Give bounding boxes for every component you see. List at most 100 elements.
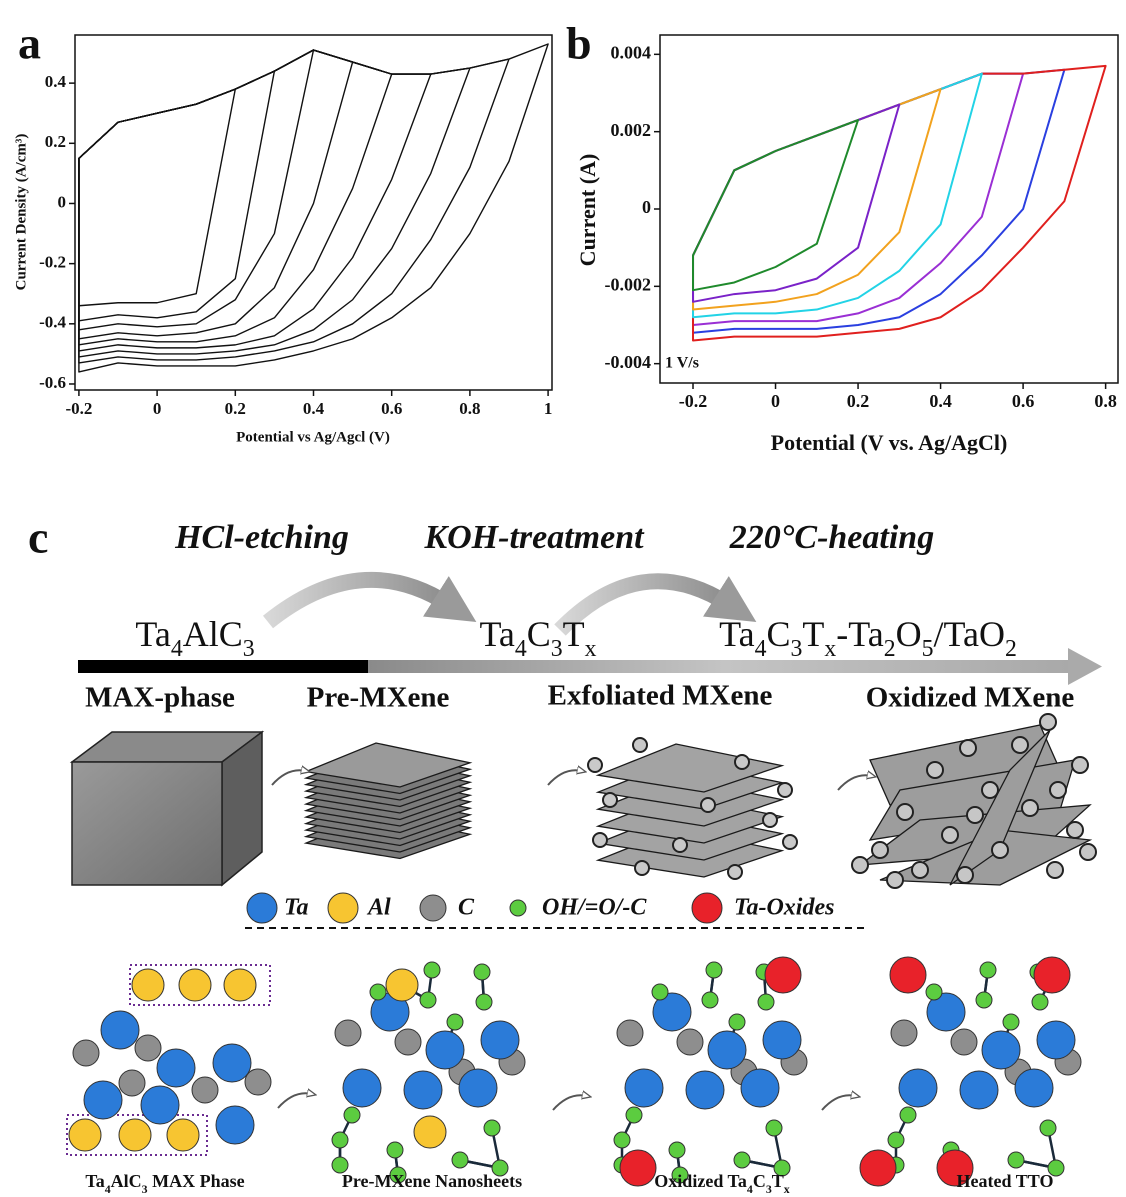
oxide-particle [992, 842, 1008, 858]
atom [625, 1069, 663, 1107]
oxide-particle [982, 782, 998, 798]
atom [899, 1069, 937, 1107]
y-tick-label: -0.004 [605, 352, 652, 372]
x-tick-label: -0.2 [679, 391, 708, 411]
text-run: e [971, 1171, 979, 1191]
text-run: T [563, 614, 585, 654]
x-tick-label: 0.2 [847, 391, 870, 411]
text-run: a [739, 614, 755, 654]
oxide-particle [1050, 782, 1066, 798]
text-run: l [209, 614, 219, 654]
text-run: O [654, 1171, 668, 1191]
atom [900, 1107, 916, 1123]
treatment-label: HCl-etching [174, 519, 349, 556]
text-run: e [501, 1171, 509, 1191]
text-run: - [836, 614, 848, 654]
legend-label: Ta-Oxides [734, 895, 834, 921]
figure: c HCl-etching KOH-treatment 220°C-heatin… [0, 0, 1126, 1197]
text-run: A [111, 1171, 124, 1191]
x-tick-label: 0.6 [1012, 391, 1035, 411]
text-run: T [772, 1171, 784, 1191]
atom [1015, 1069, 1053, 1107]
x-tick-label: 0.8 [1094, 391, 1117, 411]
y-tick-label: -0.2 [39, 253, 66, 272]
text-run: a [448, 1171, 457, 1191]
text-run: X [182, 1171, 195, 1191]
text-run: C [219, 614, 243, 654]
stage-label: Exfoliated MXene [548, 680, 773, 712]
y-tick-label: 0 [58, 192, 67, 211]
text-run: / [933, 614, 943, 654]
atom [1037, 1021, 1075, 1059]
text-run: e [493, 1171, 501, 1191]
atom [192, 1077, 218, 1103]
atom [395, 1029, 421, 1055]
text-run: z [697, 1171, 705, 1191]
atom [424, 962, 440, 978]
text-run: 4 [755, 636, 767, 662]
text-run: a [221, 1171, 230, 1191]
text-run: A [183, 614, 209, 654]
atom [614, 1132, 630, 1148]
atom [926, 984, 942, 1000]
legend-swatch [510, 900, 526, 916]
atom [669, 1142, 685, 1158]
atom [766, 1120, 782, 1136]
atom [626, 1107, 642, 1123]
atom [652, 984, 668, 1000]
text-run: h [211, 1171, 221, 1191]
atom [481, 1021, 519, 1059]
surface-group [778, 783, 792, 797]
legend-label: C [458, 895, 475, 921]
text-run: 2 [1005, 636, 1017, 662]
text-run: s [476, 1171, 483, 1191]
oxide-particle [1067, 822, 1083, 838]
text-run: a [96, 1171, 105, 1191]
atom [213, 1044, 251, 1082]
text-run: x [824, 636, 836, 662]
atom [387, 1142, 403, 1158]
atom [179, 969, 211, 1001]
text-run: a [155, 614, 171, 654]
atom [474, 964, 490, 980]
text-run: C [753, 1171, 766, 1191]
oxide-particle [912, 862, 928, 878]
atom [224, 969, 256, 1001]
text-run: 3 [243, 636, 255, 662]
atom [414, 1116, 446, 1148]
surface-group [783, 835, 797, 849]
text-run: M [375, 1171, 392, 1191]
atom [702, 992, 718, 1008]
atom [706, 962, 722, 978]
x-tick-label: -0.2 [65, 399, 92, 418]
text-run: s [515, 1171, 522, 1191]
y-tick-label: 0.002 [611, 120, 652, 140]
panel-label: b [566, 18, 592, 69]
y-tick-label: -0.4 [39, 313, 66, 332]
legend-swatch [247, 893, 277, 923]
surface-group [673, 838, 687, 852]
text-run: n [457, 1171, 467, 1191]
stage-label: Oxidized MXene [866, 682, 1075, 714]
y-tick-label: 0.4 [45, 72, 67, 91]
atom [758, 994, 774, 1010]
text-run: x [784, 1182, 790, 1196]
text-run: X [392, 1171, 405, 1191]
text-run: e [994, 1171, 1002, 1191]
x-axis-label: Potential vs Ag/Agcl (V) [236, 429, 390, 445]
oxide-particle [1072, 757, 1088, 773]
x-tick-label: 0.2 [225, 399, 246, 418]
process-bar [368, 660, 1080, 673]
text-run: e [405, 1171, 413, 1191]
atom [119, 1119, 151, 1151]
text-run: x [668, 1171, 677, 1191]
text-run: o [467, 1171, 476, 1191]
surface-group [593, 833, 607, 847]
y-axis-label: Current Density (A/cm³) [13, 134, 29, 291]
process-bar [78, 660, 368, 673]
oxide-particle [897, 804, 913, 820]
text-run: P [342, 1171, 353, 1191]
legend-swatch [692, 893, 722, 923]
atom [386, 969, 418, 1001]
atom [141, 1086, 179, 1124]
